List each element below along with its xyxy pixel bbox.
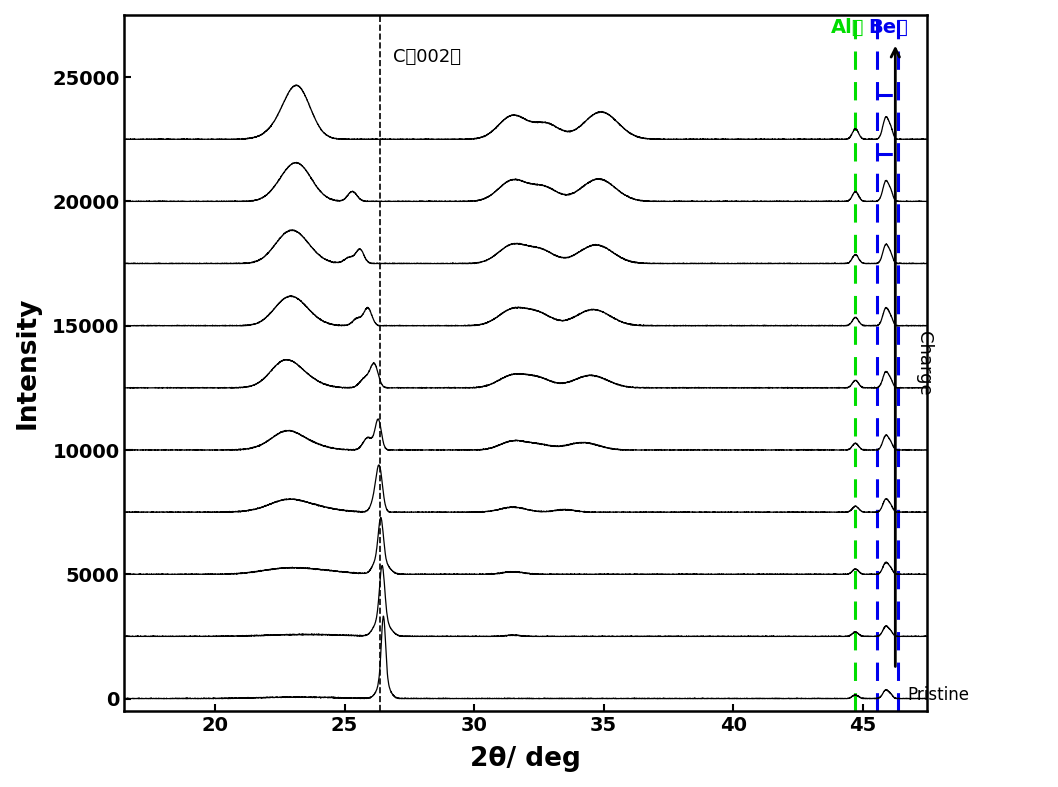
- Text: Pristine: Pristine: [908, 686, 969, 704]
- Y-axis label: Intensity: Intensity: [15, 297, 41, 429]
- Text: C（002）: C（002）: [394, 48, 461, 66]
- Text: Al箔: Al箔: [831, 18, 864, 37]
- Text: Be窗: Be窗: [869, 18, 909, 37]
- X-axis label: 2θ/ deg: 2θ/ deg: [471, 746, 581, 772]
- Text: Charge: Charge: [915, 331, 933, 395]
